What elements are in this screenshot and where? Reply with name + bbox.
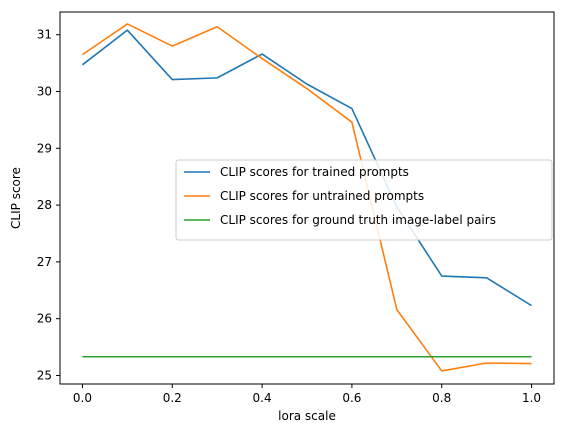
x-tick-label: 0.8 — [432, 391, 451, 405]
y-tick-label: 25 — [37, 368, 52, 382]
x-tick-label: 0.2 — [163, 391, 182, 405]
y-tick-label: 26 — [37, 312, 52, 326]
y-axis-label: CLIP score — [9, 167, 23, 229]
plot-frame — [59, 11, 555, 385]
x-tick-label: 0.6 — [342, 391, 361, 405]
y-tick-label: 29 — [37, 141, 52, 155]
y-tick-label: 31 — [37, 28, 52, 42]
ticks-layer: 0.0 0.2 0.4 0.6 0.8 1.0 25 26 27 28 29 30 31 — [37, 28, 541, 405]
legend-entry: CLIP scores for untrained prompts — [220, 189, 424, 203]
x-tick-label: 0.0 — [73, 391, 92, 405]
x-tick-label: 0.4 — [253, 391, 272, 405]
y-tick-label: 27 — [37, 255, 52, 269]
series-line-2 — [81, 23, 532, 372]
y-tick-label: 28 — [37, 198, 52, 212]
legend-box — [175, 159, 553, 241]
legend-entry: CLIP scores for trained prompts — [220, 165, 409, 179]
x-axis-label: lora scale — [278, 409, 336, 423]
series-line-1 — [81, 29, 532, 307]
y-tick-label: 30 — [37, 85, 52, 99]
legend-entry: CLIP scores for ground truth image-label… — [220, 213, 496, 227]
series-layer — [81, 23, 532, 372]
x-tick-label: 1.0 — [522, 391, 541, 405]
legend: CLIP scores for trained prompts CLIP scor… — [175, 159, 553, 241]
